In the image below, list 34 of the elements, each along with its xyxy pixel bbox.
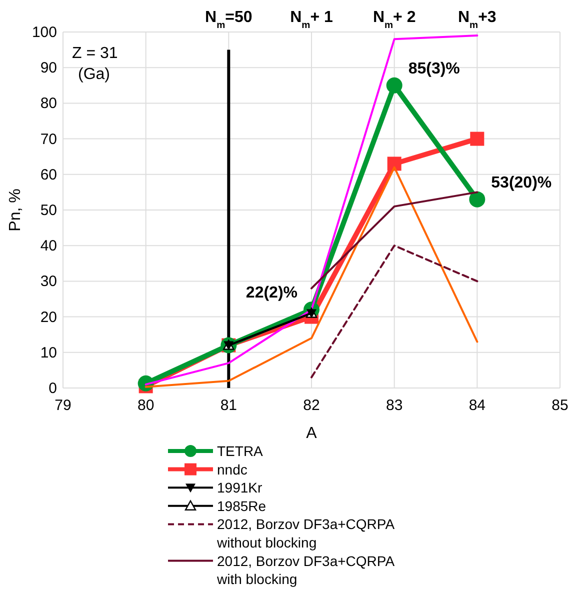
x-tick-label: 80 — [137, 397, 154, 414]
x-tick-label: 84 — [468, 397, 486, 414]
x-axis-title: A — [306, 425, 318, 442]
y-tick-label: 20 — [40, 308, 57, 326]
x-tick-label: 85 — [552, 397, 568, 414]
y-tick-label: 90 — [40, 60, 57, 77]
y-tick-label: 10 — [40, 344, 57, 362]
x-tick-label: 82 — [303, 397, 320, 414]
legend-label: 2012, Borzov DF3a+CQRPA without blocking — [216, 516, 396, 550]
y-tick-label: 60 — [40, 166, 57, 184]
data-label: 85(3)% — [408, 60, 460, 78]
y-tick-label: 40 — [40, 238, 57, 255]
y-tick-label: 80 — [40, 95, 57, 112]
y-axis-title: Pn, % — [7, 188, 24, 232]
text: N$_{m}$+3 — [458, 9, 496, 30]
annotation: Z = 31 (Ga) — [72, 45, 118, 83]
x-tick-label: 79 — [54, 397, 72, 414]
y-tick-label: 30 — [40, 273, 57, 290]
legend-label: 1991Kr — [217, 480, 262, 496]
y-tick-label: 100 — [32, 24, 57, 41]
text: N$_{m}$+ 1 — [290, 9, 333, 30]
legend-label: 2012, Borzov DF3a+CQRPA with blocking — [216, 552, 396, 588]
data-label: 53(20)% — [491, 174, 552, 192]
data-label: 22(2)% — [246, 284, 298, 302]
text: N$_{m}$+ 2 — [372, 9, 416, 30]
legend-label: TETRA — [217, 443, 264, 459]
x-tick-label: 81 — [220, 397, 238, 414]
legend-label: nndc — [217, 461, 248, 478]
y-tick-label: 0 — [48, 380, 57, 397]
legend-label: 1985Re — [217, 498, 266, 514]
text: N$_{m}$=50 — [205, 9, 252, 30]
x-tick-label: 83 — [386, 397, 403, 414]
y-tick-label: 50 — [40, 202, 57, 219]
y-tick-label: 70 — [40, 130, 57, 148]
